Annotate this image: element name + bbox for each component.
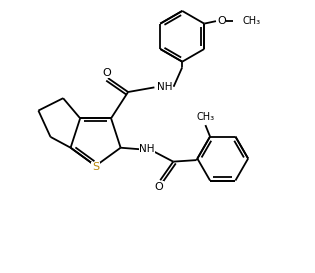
Text: NH: NH: [139, 144, 155, 154]
Text: S: S: [92, 162, 99, 173]
Text: CH₃: CH₃: [242, 16, 261, 26]
Text: O: O: [217, 16, 226, 26]
Text: O: O: [102, 67, 111, 78]
Text: O: O: [154, 182, 163, 192]
Text: NH: NH: [157, 82, 172, 92]
Text: CH₃: CH₃: [196, 112, 215, 122]
